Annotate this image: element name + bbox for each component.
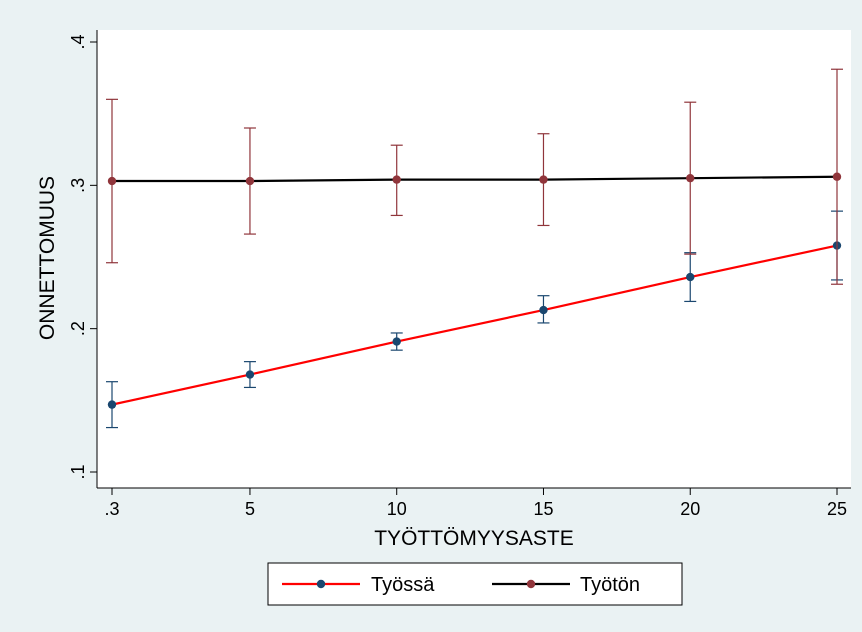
data-point — [539, 305, 548, 315]
data-point — [392, 175, 401, 184]
series-1 — [106, 210, 843, 429]
legend-swatch-marker — [316, 579, 326, 589]
y-tick-label: .3 — [68, 178, 88, 193]
data-point — [686, 272, 695, 282]
x-tick-label: 10 — [387, 499, 407, 519]
legend: Työssä Työtön — [267, 562, 683, 606]
y-tick-label: .1 — [68, 464, 88, 479]
data-point — [107, 176, 117, 186]
x-tick-label: 5 — [245, 499, 255, 519]
data-point — [686, 173, 695, 183]
data-point — [832, 172, 842, 181]
x-tick-label: .3 — [104, 499, 119, 519]
x-tick-label: 25 — [827, 499, 847, 519]
plot-area — [97, 30, 851, 488]
data-point — [245, 176, 255, 186]
legend-label: Työssä — [371, 574, 435, 596]
series-line — [111, 244, 838, 406]
x-ticks: .3 5 10 15 20 25 — [104, 488, 847, 519]
y-axis-title: ONNETTOMUUS — [36, 176, 59, 340]
data-point — [392, 337, 401, 346]
legend-label: Työtön — [580, 574, 640, 596]
data-point — [539, 175, 548, 184]
series-2 — [106, 68, 843, 285]
x-tick-label: 15 — [533, 499, 553, 519]
x-axis-title: TYÖTTÖMYYSASTE — [374, 527, 574, 550]
y-ticks: .1 .2 .3 .4 — [68, 34, 97, 480]
y-tick-label: .4 — [68, 34, 88, 49]
series-line — [112, 175, 838, 183]
y-tick-label: .2 — [68, 321, 88, 336]
data-point — [107, 400, 117, 409]
data-point — [245, 370, 255, 379]
legend-swatch-marker — [526, 579, 536, 589]
series-layer — [106, 68, 843, 429]
x-tick-label: 20 — [680, 499, 700, 519]
